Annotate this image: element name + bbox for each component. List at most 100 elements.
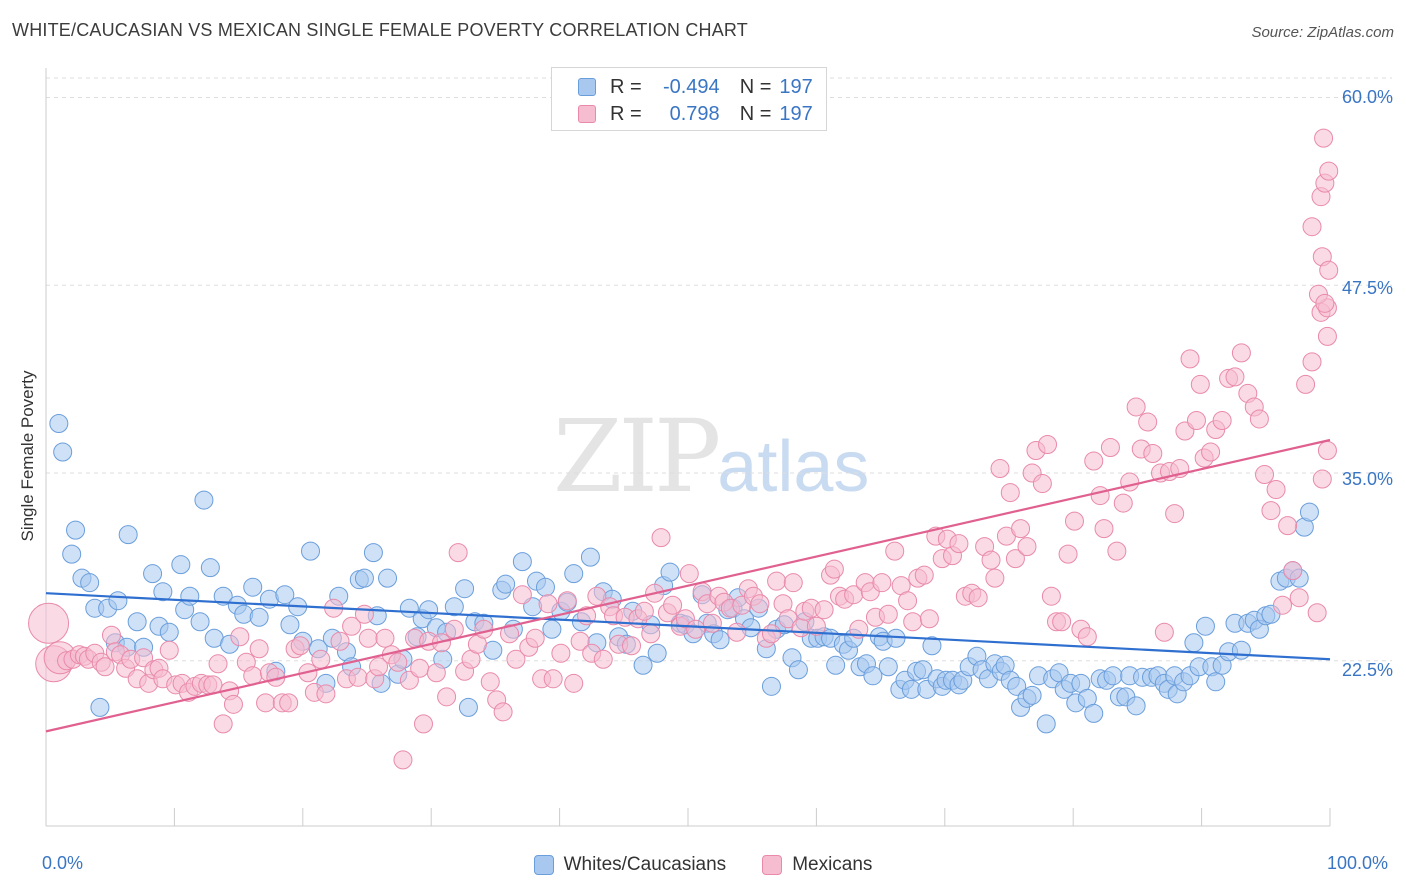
mexican-point [448,543,468,563]
mexican-point [543,669,563,689]
mexican-point [885,541,905,561]
mexican-point [1266,480,1286,500]
n-value: 197 [779,75,813,98]
white-point [1022,685,1042,705]
n-value: 197 [779,102,813,125]
white-point [159,622,179,642]
white-point [108,591,128,611]
white-point [1184,633,1204,653]
white-point [542,619,562,639]
legend-row-mexicans: R = 0.798 N = 197 [578,102,813,126]
white-point [1195,616,1215,636]
pink-swatch-icon [578,105,596,123]
white-point [62,544,82,564]
watermark-zip: ZIP [553,398,721,515]
mexican-point [1283,561,1303,581]
mexican-point [279,693,299,713]
mexican-point [1317,326,1337,346]
mexican-point [806,616,826,636]
mexican-point [413,714,433,734]
mexican-point [444,619,464,639]
mexican-point [249,639,269,659]
mexican-point [1302,217,1322,237]
mexican-point [358,628,378,648]
white-point [455,579,475,599]
mexican-point [437,687,457,707]
white-point [49,413,69,433]
watermark-atlas: atlas [717,427,870,507]
mexican-point [369,657,389,677]
mexican-point [557,591,577,611]
white-point [419,600,439,620]
mexican-point [641,624,661,644]
mexican-point [1231,343,1251,363]
mexican-point [1186,410,1206,430]
mexican-point [1094,519,1114,539]
mexican-point [538,594,558,614]
white-point [647,643,667,663]
mexican-point [903,612,923,632]
mexican-point [634,601,654,621]
mexican-point [230,627,250,647]
y-tick-label: 35.0% [1341,469,1393,489]
white-point [171,555,191,575]
mexican-point [354,604,374,624]
mexican-point [761,624,781,644]
whites-trend-line [45,592,1331,661]
white-point [180,586,200,606]
blue-swatch-icon [578,78,596,96]
mexican-point [1319,260,1339,280]
mexican-point [878,604,898,624]
mexican-point [814,600,834,620]
white-point [200,558,220,578]
mexican-point [1032,474,1052,494]
mexican-point [587,586,607,606]
white-point [243,577,263,597]
y-tick-label: 47.5% [1341,278,1393,298]
white-point [1084,703,1104,723]
mexican-point [1212,410,1232,430]
white-point [249,607,269,627]
white-point [580,547,600,567]
white-point [564,564,584,584]
n-label: N = [739,102,772,125]
mexican-point [213,714,233,734]
mexican-point [1077,627,1097,647]
mexican-point [426,663,446,683]
y-tick-label: 22.5% [1341,660,1393,680]
mexican-point [981,550,1001,570]
mexican-point [256,693,276,713]
white-point [275,585,295,605]
mexican-point [1005,549,1025,569]
white-point [878,657,898,677]
mexican-point [1278,516,1298,536]
mexican-point [1090,486,1110,506]
mexican-point [388,652,408,672]
legend-item-whites[interactable]: Whites/Caucasians [533,854,726,876]
white-point [788,660,808,680]
white-point [512,552,532,572]
white-point [761,676,781,696]
mexican-point [914,565,934,585]
mexican-point [1296,374,1316,394]
mexican-point [1312,469,1332,489]
mexican-point [1107,541,1127,561]
mexican-point [593,649,613,669]
mexican-point [1143,444,1163,464]
white-point [1299,502,1319,522]
white-point [913,660,933,680]
mexican-point [493,702,513,722]
mexican-point [159,640,179,660]
mexican-point [1190,374,1210,394]
mexicans-trend-line [45,438,1331,733]
mexican-point [1138,412,1158,432]
mexican-point [101,625,121,645]
source-credit: Source: ZipAtlas.com [1251,24,1394,41]
mexican-point [1225,367,1245,387]
white-point [194,490,214,510]
mexican-point [570,631,590,651]
legend-item-mexicans[interactable]: Mexicans [762,854,872,876]
mexican-point [375,628,395,648]
white-point [213,586,233,606]
